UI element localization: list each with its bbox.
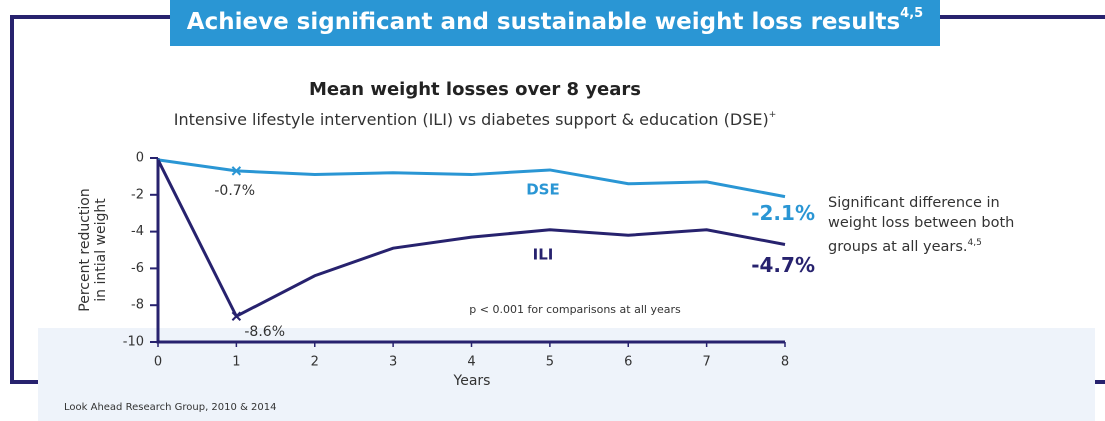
banner-title: Achieve significant and sustainable weig… bbox=[187, 6, 923, 35]
x-tick-label: 3 bbox=[389, 355, 397, 370]
y-tick-label: 0 bbox=[136, 151, 144, 166]
y-tick-label: -10 bbox=[123, 335, 144, 350]
footnote: Look Ahead Research Group, 2010 & 2014 bbox=[64, 402, 277, 413]
series-line bbox=[157, 158, 786, 199]
x-tick-label: 7 bbox=[702, 355, 710, 370]
y-axis-label-line: Percent reduction bbox=[77, 188, 93, 311]
data-label: -8.6% bbox=[244, 324, 285, 340]
frame bbox=[10, 15, 1105, 384]
point-marker bbox=[231, 166, 242, 176]
chart-title: Mean weight losses over 8 years bbox=[309, 79, 641, 100]
x-tick-label: 0 bbox=[154, 355, 162, 370]
x-axis-label: Years bbox=[453, 373, 491, 389]
x-tick-label: 1 bbox=[232, 355, 240, 370]
y-tick-label: -8 bbox=[131, 298, 144, 313]
x-tick-label: 2 bbox=[311, 355, 319, 370]
y-tick-label: -2 bbox=[131, 187, 144, 202]
series-name: ILI bbox=[533, 246, 554, 264]
x-tick-label: 6 bbox=[624, 355, 632, 370]
chart-subtitle: Intensive lifestyle intervention (ILI) v… bbox=[174, 110, 777, 129]
x-tick-label: 4 bbox=[467, 355, 475, 370]
data-label: -0.7% bbox=[214, 183, 255, 199]
note-text: Significant difference in weight loss be… bbox=[828, 195, 1015, 255]
y-axis-label: Percent reductionin intial weight bbox=[77, 188, 109, 311]
annotation: p < 0.001 for comparisons at all years bbox=[469, 303, 681, 316]
subtitle-text: Intensive lifestyle intervention (ILI) v… bbox=[174, 110, 769, 129]
point-marker bbox=[231, 311, 242, 321]
subtitle-sup: + bbox=[769, 110, 777, 120]
series-line bbox=[156, 159, 786, 319]
axes bbox=[156, 158, 785, 344]
y-axis-label-line: in intial weight bbox=[93, 198, 109, 302]
banner-text: Achieve significant and sustainable weig… bbox=[187, 9, 900, 35]
side-note: Significant difference in weight loss be… bbox=[828, 193, 1043, 257]
y-tick-label: -6 bbox=[131, 261, 144, 276]
series-name: DSE bbox=[526, 181, 560, 199]
data-label: -4.7% bbox=[751, 253, 815, 277]
banner-sup: 4,5 bbox=[900, 6, 923, 21]
banner bbox=[170, 0, 940, 46]
data-label: -2.1% bbox=[751, 201, 815, 225]
x-tick-label: 5 bbox=[546, 355, 554, 370]
note-sup: 4,5 bbox=[967, 238, 982, 248]
y-tick-label: -4 bbox=[131, 224, 144, 239]
x-tick-label: 8 bbox=[781, 355, 789, 370]
